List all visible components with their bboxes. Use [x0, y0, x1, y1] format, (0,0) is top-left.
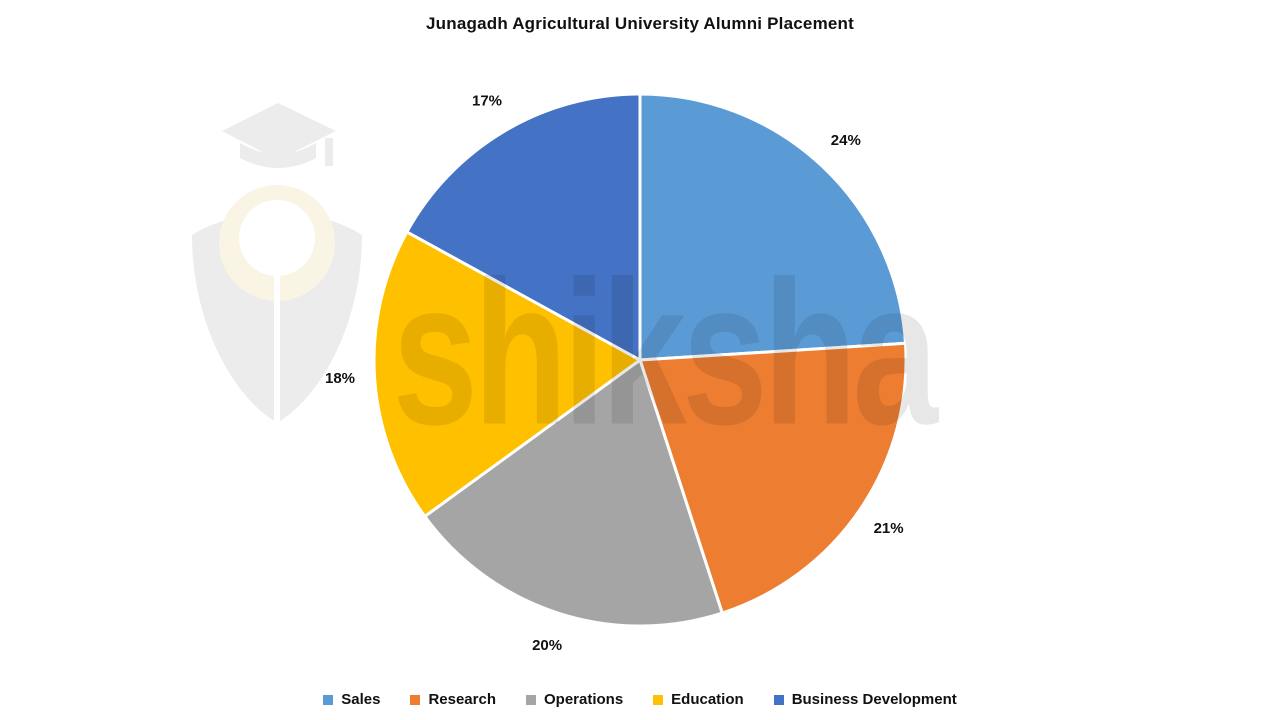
pie-label-education: 18% [325, 370, 355, 387]
legend-item-research: Research [410, 691, 496, 708]
legend-item-operations: Operations [525, 691, 624, 708]
legend-marker-education [653, 694, 664, 705]
graduation-cap-icon [222, 103, 336, 168]
legend-label-operations: Operations [543, 691, 624, 708]
legend-label-sales: Sales [341, 691, 381, 708]
pie-label-operations: 20% [532, 637, 562, 654]
legend-marker-operations [525, 694, 536, 705]
chart-title: Junagadh Agricultural University Alumni … [426, 14, 854, 33]
legend-label-education: Education [671, 691, 744, 708]
legend-marker-sales [323, 694, 334, 705]
legend-label-research: Research [428, 691, 496, 708]
legend-marker-research [410, 694, 421, 705]
legend-marker-business-development [773, 694, 784, 705]
pie-slice-research [638, 341, 908, 615]
pie-label-sales: 24% [831, 132, 861, 149]
pie-label-business-development: 17% [472, 92, 502, 109]
legend-item-sales: Sales [323, 691, 380, 708]
legend-item-business-development: Business Development [773, 691, 957, 708]
legend-item-education: Education [653, 691, 744, 708]
pie-slice-business-development [405, 92, 642, 362]
legend-label-business-development: Business Development [791, 691, 957, 708]
pie-label-research: 21% [874, 520, 904, 537]
legend: Sales Research Operations Education Business… [0, 691, 1280, 708]
quill-icon [192, 185, 362, 425]
pie-slice-sales [638, 92, 907, 362]
pie-slice-education [372, 230, 642, 518]
pie-slice-operations [423, 358, 724, 628]
